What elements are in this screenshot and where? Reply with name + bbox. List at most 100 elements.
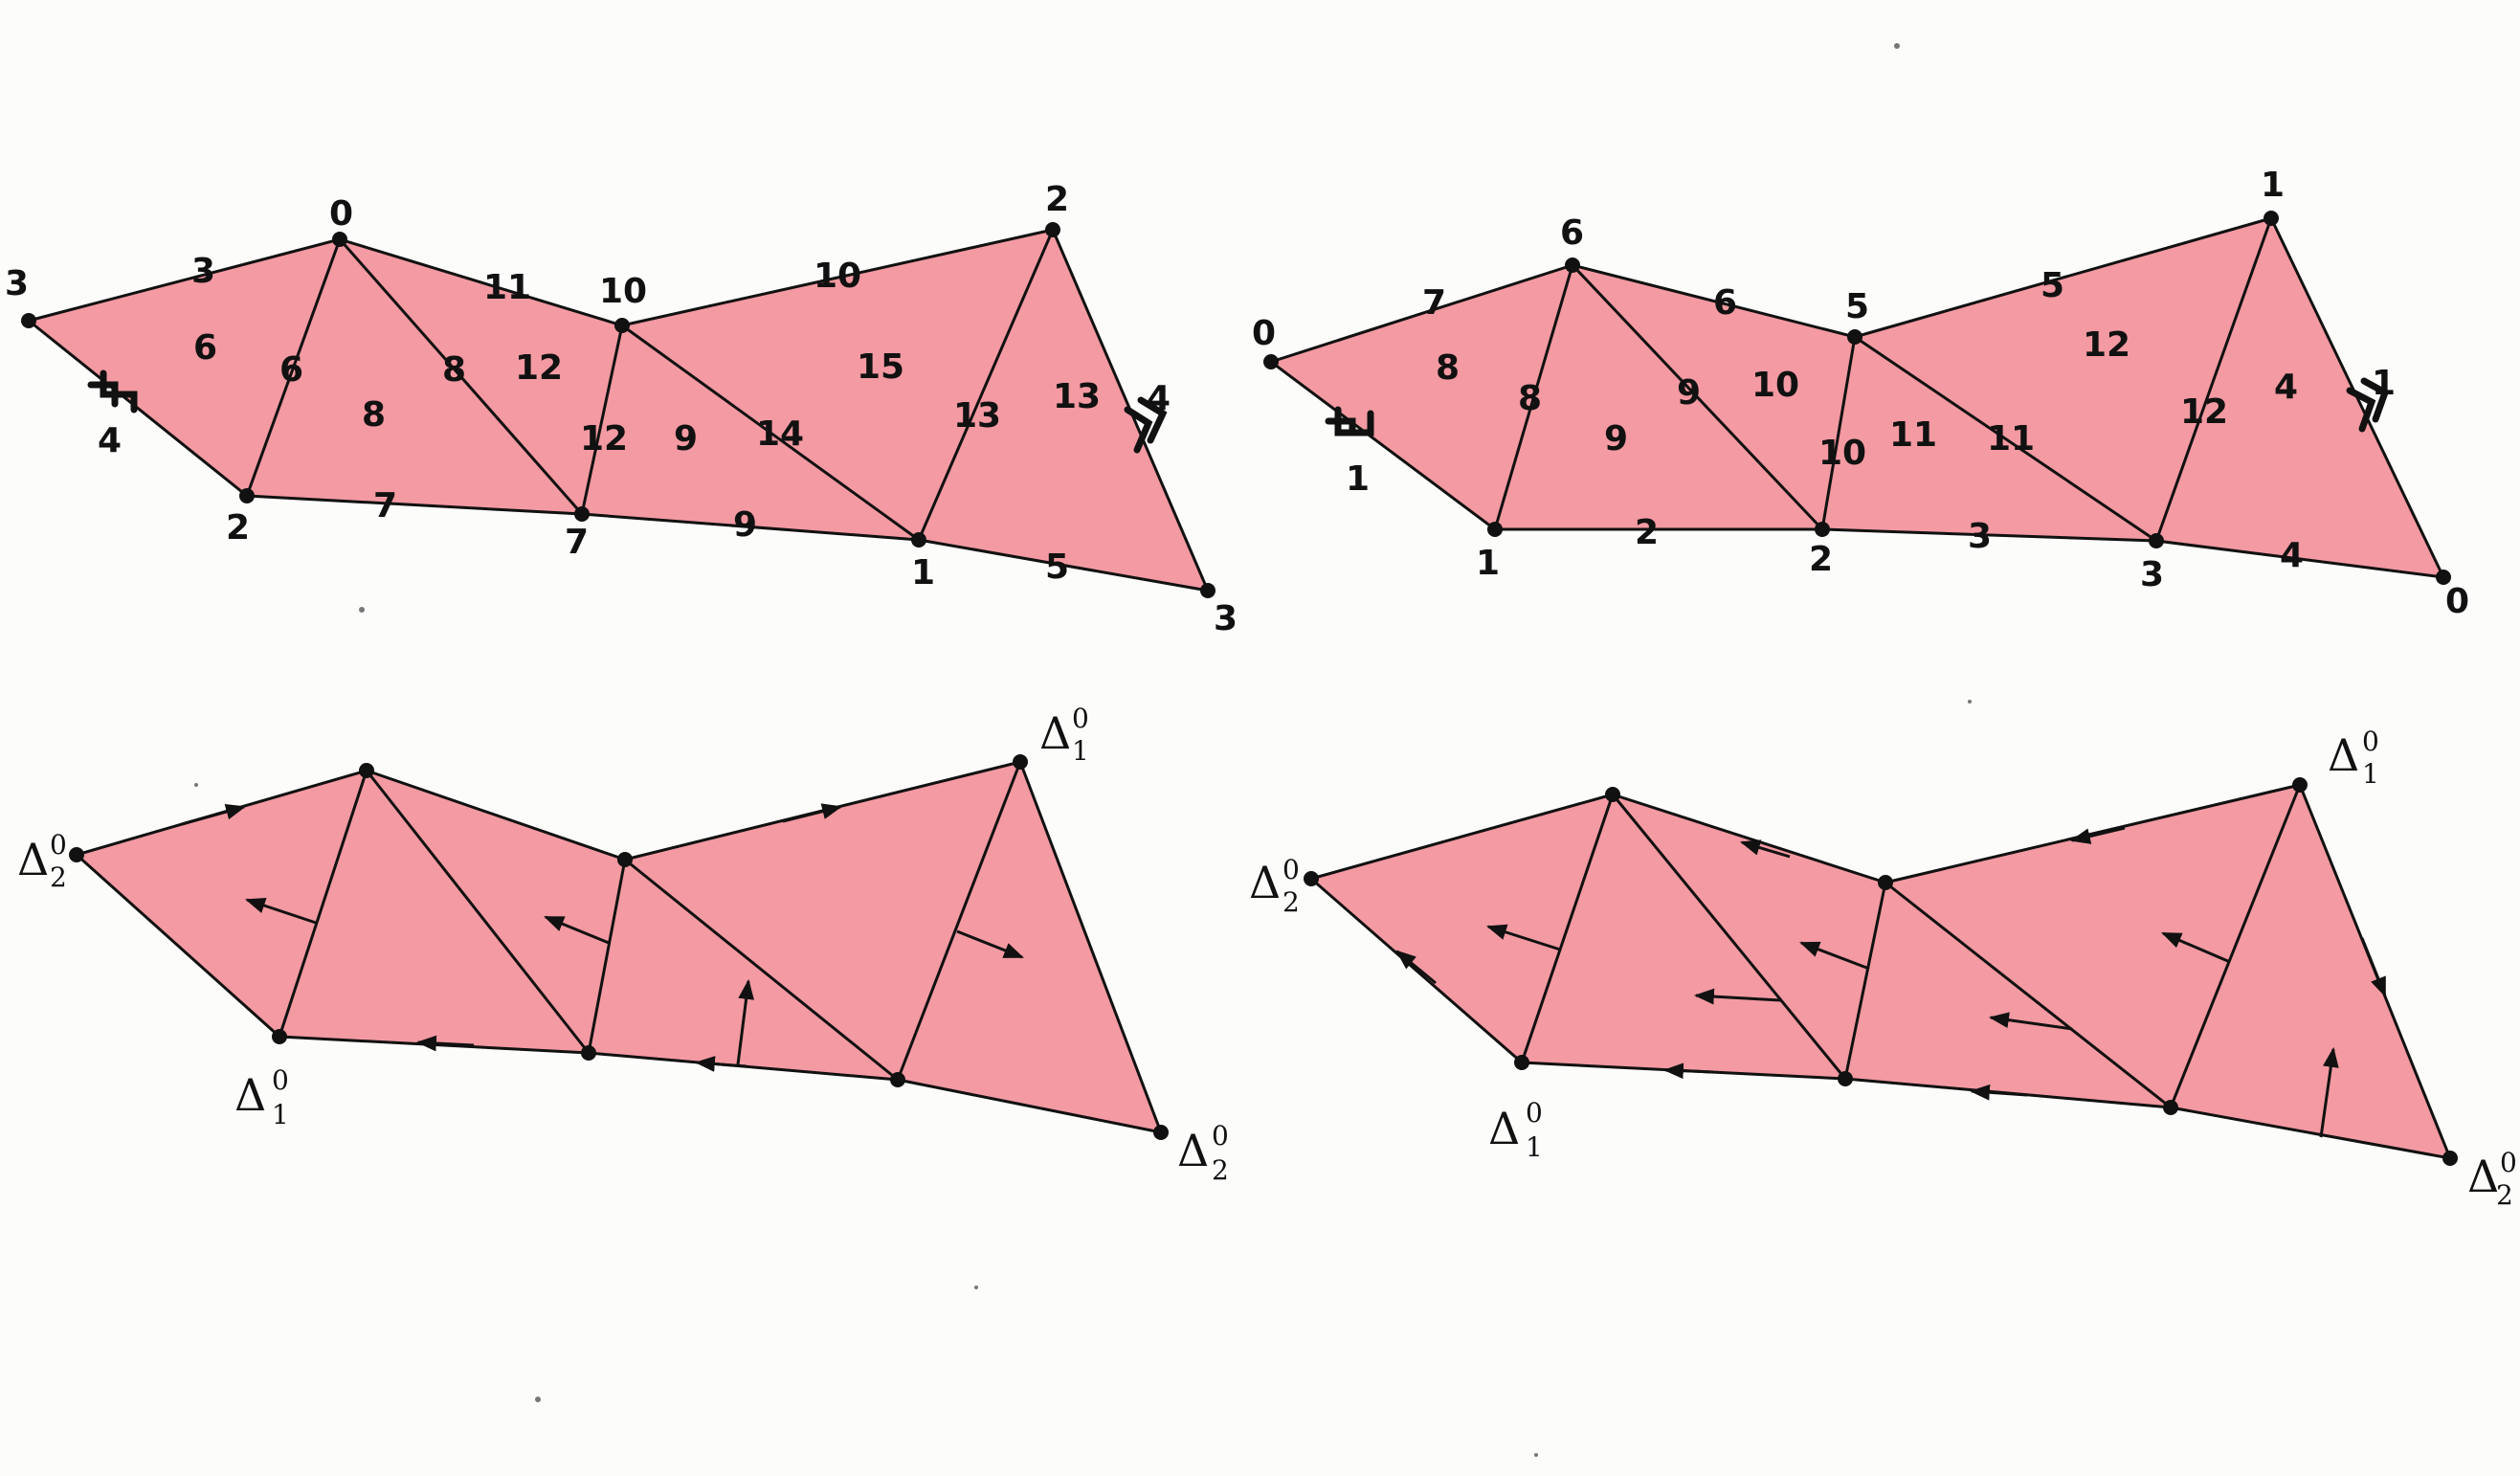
face-label: 6	[193, 328, 217, 368]
svg-text:0: 0	[1282, 854, 1300, 885]
svg-text:1: 1	[2362, 758, 2379, 790]
outer-boundary	[1269, 216, 2445, 579]
edge-label: 1	[2372, 364, 2396, 403]
arrow	[1988, 1012, 2073, 1031]
arrow	[1485, 924, 1561, 951]
svg-text:0: 0	[2362, 726, 2379, 757]
arrow	[1693, 988, 1781, 1005]
face-label: 13	[1053, 377, 1101, 416]
edge-label: 5	[2041, 266, 2064, 305]
face-label: 9	[1604, 419, 1628, 458]
edge-label: 7	[373, 486, 397, 526]
edge-label: 1	[1346, 459, 1370, 499]
svg-text:2: 2	[1282, 886, 1300, 918]
face-label: 10	[1751, 366, 1799, 405]
edge	[1571, 263, 1824, 531]
vertex-label: 3	[5, 264, 29, 303]
vertex-label: 2	[1809, 540, 1833, 579]
svg-text:Δ: Δ	[234, 1069, 266, 1121]
arrow	[2319, 1046, 2339, 1138]
svg-text:0: 0	[50, 829, 67, 861]
vertex-label: 7	[565, 523, 589, 562]
edge-label: 13	[953, 396, 1001, 436]
arrow	[1799, 941, 1870, 971]
vertices	[21, 222, 1215, 598]
boundary-arrows	[1395, 826, 2387, 1101]
arrow	[782, 803, 843, 823]
bottom-right-flow: Δ 0 2 Δ 0 1 Δ 0 1 Δ 0 2	[1249, 726, 2517, 1211]
edge-label: 3	[191, 252, 215, 291]
arrow	[736, 978, 754, 1065]
svg-text:2: 2	[2496, 1179, 2513, 1211]
svg-text:Δ: Δ	[1039, 707, 1071, 759]
edge	[917, 228, 1055, 542]
edge-label: 9	[733, 505, 757, 545]
arrow	[956, 929, 1024, 959]
boundary-arrows	[181, 803, 843, 1072]
edge	[2169, 783, 2302, 1109]
edge-label: 5	[1045, 548, 1069, 587]
vertex-label: 3	[2140, 555, 2164, 594]
delta-label: Δ 0 1	[234, 1064, 289, 1130]
svg-text:1: 1	[272, 1099, 289, 1130]
edge	[620, 324, 921, 542]
edge-label: 8	[1518, 379, 1542, 418]
vertex-labels: 3 0 10 2 2 7 1 3	[5, 180, 1238, 638]
svg-text:0: 0	[272, 1064, 289, 1096]
vertices	[1263, 211, 2451, 585]
vertices	[69, 754, 1169, 1140]
vertex-label: 1	[2261, 166, 2285, 205]
svg-text:Δ: Δ	[1249, 857, 1281, 908]
top-left-triangulation: 3 0 10 2 2 7 1 3 3 11 10 4 6 8 12 7 9 14…	[5, 180, 1238, 638]
face-label: 9	[674, 419, 698, 458]
arrow	[181, 803, 247, 826]
arrow	[544, 915, 610, 945]
vertex-label: 0	[2445, 582, 2469, 621]
edge-label: 6	[279, 350, 303, 390]
flow-arrows	[245, 898, 1024, 1065]
edge	[1884, 881, 2173, 1109]
edge-label: 4	[2280, 536, 2304, 575]
face-label: 4	[2274, 368, 2298, 407]
flow-arrows	[1485, 924, 2339, 1138]
arrow	[2360, 937, 2387, 997]
svg-text:0: 0	[1212, 1120, 1229, 1152]
arrow	[2069, 826, 2126, 844]
vertex-label: 3	[1214, 599, 1238, 638]
svg-text:Δ: Δ	[17, 834, 49, 885]
vertex-label: 0	[329, 194, 353, 234]
vertex-label: 6	[1560, 213, 1584, 253]
edge-label: 3	[1968, 517, 1992, 556]
paper-specks	[194, 43, 1972, 1457]
arrow	[415, 1035, 475, 1052]
edge-label: 2	[1635, 513, 1659, 552]
svg-text:1: 1	[1072, 735, 1089, 767]
face-label: 8	[1436, 348, 1460, 388]
edge	[1843, 881, 1887, 1081]
gluing-mark-left	[87, 369, 138, 414]
edge	[278, 769, 368, 1039]
vertices	[1304, 777, 2458, 1166]
edge-labels: 7 6 5 1 8 9 10 2 11 3 12 4 1	[1346, 266, 2396, 575]
edge-label: 6	[1713, 283, 1737, 323]
arrow	[1739, 839, 1791, 859]
edge-label: 10	[814, 257, 861, 296]
delta-label: Δ 0 2	[1177, 1120, 1229, 1186]
delta-label: Δ 0 2	[17, 829, 67, 893]
edge-label: 14	[756, 414, 804, 454]
edge-label: 11	[1987, 419, 2035, 458]
svg-text:0: 0	[1072, 703, 1089, 734]
vertex-label: 2	[226, 508, 250, 548]
edge	[1853, 335, 2158, 543]
arrow	[1662, 1062, 1714, 1080]
arrow	[1395, 950, 1437, 985]
edge	[587, 858, 627, 1055]
vertex-label: 5	[1845, 287, 1869, 326]
edge-label: 11	[483, 268, 531, 307]
arrow	[694, 1056, 747, 1072]
face-label: 8	[362, 395, 386, 435]
svg-text:0: 0	[1526, 1097, 1543, 1129]
edge-label: 12	[580, 419, 628, 458]
edge	[580, 324, 624, 516]
face-label: 12	[2083, 325, 2130, 365]
